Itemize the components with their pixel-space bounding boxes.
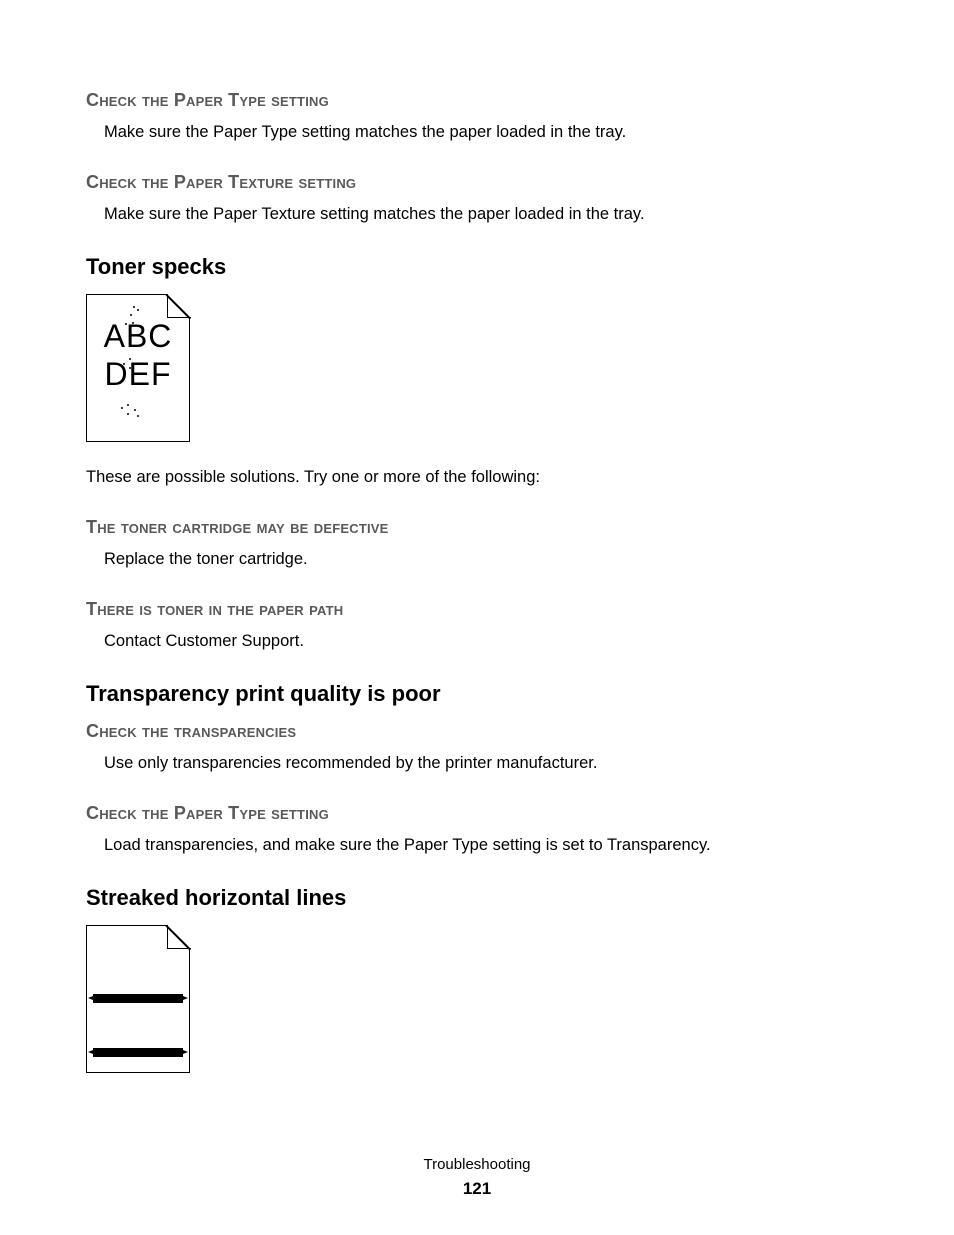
illustration-text: ABC DEF bbox=[87, 317, 189, 394]
page-dog-ear-icon bbox=[167, 925, 191, 949]
check-transparencies-body: Use only transparencies recommended by t… bbox=[86, 754, 868, 773]
horizontal-streak-line bbox=[93, 994, 183, 1003]
illustration-line-1: ABC bbox=[87, 317, 189, 355]
toner-specks-illustration: ABC DEF bbox=[86, 294, 190, 442]
speck-dot bbox=[121, 407, 123, 409]
check-paper-texture-heading: Check the Paper Texture setting bbox=[86, 172, 868, 193]
speck-dot bbox=[137, 309, 139, 311]
toner-in-path-heading: There is toner in the paper path bbox=[86, 599, 868, 620]
toner-defective-heading: The toner cartridge may be defective bbox=[86, 517, 868, 538]
illustration-line-2: DEF bbox=[87, 355, 189, 393]
streaked-heading: Streaked horizontal lines bbox=[86, 885, 868, 911]
toner-in-path-body: Contact Customer Support. bbox=[86, 632, 868, 651]
footer-page-number: 121 bbox=[0, 1179, 954, 1199]
speck-dot bbox=[135, 363, 137, 365]
check-paper-type-heading: Check the Paper Type setting bbox=[86, 90, 868, 111]
speck-dot bbox=[134, 409, 136, 411]
speck-dot bbox=[133, 306, 135, 308]
streaked-illustration bbox=[86, 925, 190, 1073]
check-transparencies-heading: Check the transparencies bbox=[86, 721, 868, 742]
check-paper-texture-body: Make sure the Paper Texture setting matc… bbox=[86, 205, 868, 224]
speck-dot bbox=[127, 413, 129, 415]
toner-specks-heading: Toner specks bbox=[86, 254, 868, 280]
speck-dot bbox=[130, 314, 132, 316]
speck-dot bbox=[123, 363, 125, 365]
check-paper-type-2-body: Load transparencies, and make sure the P… bbox=[86, 836, 868, 855]
horizontal-streak-line bbox=[93, 1048, 183, 1057]
transparency-heading: Transparency print quality is poor bbox=[86, 681, 868, 707]
page-footer: Troubleshooting 121 bbox=[0, 1156, 954, 1199]
speck-dot bbox=[137, 415, 139, 417]
toner-defective-body: Replace the toner cartridge. bbox=[86, 550, 868, 569]
speck-dot bbox=[132, 322, 134, 324]
speck-dot bbox=[129, 358, 131, 360]
check-paper-type-body: Make sure the Paper Type setting matches… bbox=[86, 123, 868, 142]
toner-specks-intro: These are possible solutions. Try one or… bbox=[86, 468, 868, 487]
footer-section-name: Troubleshooting bbox=[0, 1156, 954, 1173]
speck-dot bbox=[129, 367, 131, 369]
page-dog-ear-icon bbox=[167, 294, 191, 318]
speck-dot bbox=[127, 404, 129, 406]
check-paper-type-2-heading: Check the Paper Type setting bbox=[86, 803, 868, 824]
speck-dot bbox=[125, 323, 127, 325]
